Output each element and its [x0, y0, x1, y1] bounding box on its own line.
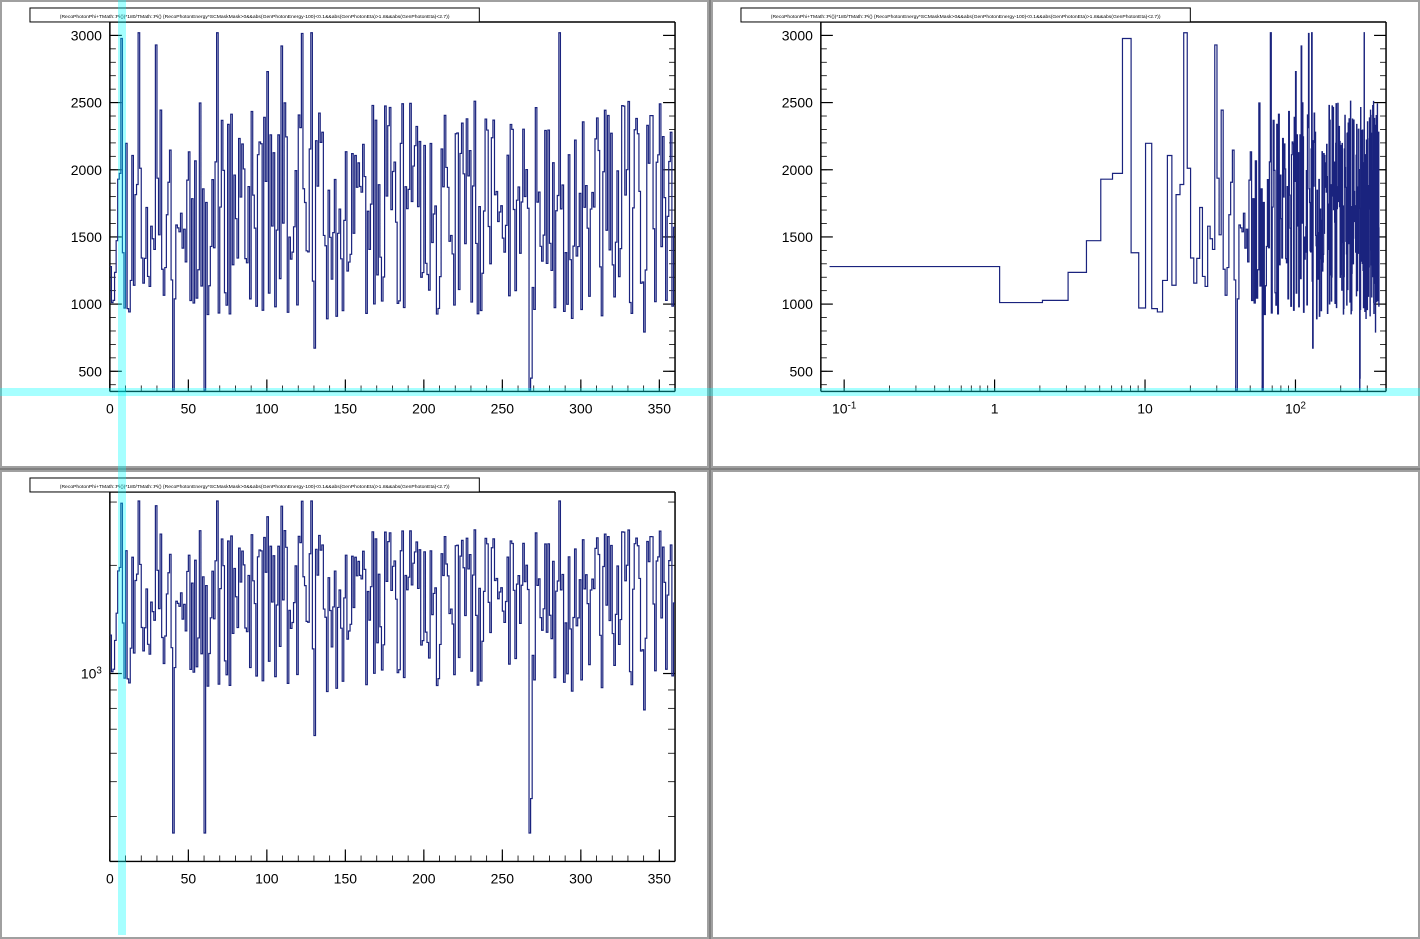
- svg-text:150: 150: [334, 871, 358, 887]
- svg-text:10-1: 10-1: [832, 400, 856, 417]
- plot-bottom-left: 0 50 100 150 200 250 300 350 103 (RecoPhotonPhi+T…: [2, 472, 707, 936]
- panel-bottom-right: [711, 470, 1420, 938]
- root-canvas: 0501001502002503003505001000150020002500…: [0, 0, 1420, 935]
- panel-top-right[interactable]: 10-1 1 10 102 500 1000 1500 2000 2500 3000 (RecoPh…: [711, 0, 1420, 468]
- svg-text:1000: 1000: [71, 296, 102, 312]
- svg-text:200: 200: [412, 400, 436, 416]
- svg-text:500: 500: [790, 363, 814, 379]
- svg-text:(RecoPhotonPhi+TMath::Pi())*18: (RecoPhotonPhi+TMath::Pi())*180/TMath::P…: [60, 14, 450, 20]
- svg-text:1: 1: [991, 400, 999, 416]
- svg-text:2000: 2000: [782, 162, 813, 178]
- svg-text:10: 10: [1137, 400, 1153, 416]
- svg-text:0: 0: [106, 871, 114, 887]
- svg-text:(RecoPhotonPhi+TMath::Pi())*18: (RecoPhotonPhi+TMath::Pi())*180/TMath::P…: [60, 484, 450, 490]
- svg-text:3000: 3000: [782, 27, 813, 43]
- svg-text:102: 102: [1285, 400, 1306, 417]
- svg-text:500: 500: [79, 363, 103, 379]
- panel-bottom-left[interactable]: 0 50 100 150 200 250 300 350 103 (RecoPhotonPhi+T…: [0, 470, 709, 938]
- plot-top-left: 0 50 100 150 200 250 300 350 500 1000 1500 2000 2500…: [2, 2, 707, 466]
- plot-top-right: 10-1 1 10 102 500 1000 1500 2000 2500 3000 (RecoPh…: [713, 2, 1418, 466]
- svg-text:3000: 3000: [71, 27, 102, 43]
- svg-text:1500: 1500: [71, 229, 102, 245]
- svg-text:103: 103: [81, 665, 102, 681]
- svg-text:2000: 2000: [71, 162, 102, 178]
- svg-text:250: 250: [491, 871, 515, 887]
- svg-text:350: 350: [648, 400, 672, 416]
- svg-text:50: 50: [181, 871, 197, 887]
- svg-text:2500: 2500: [71, 95, 102, 111]
- svg-text:100: 100: [255, 400, 279, 416]
- svg-text:300: 300: [569, 871, 593, 887]
- svg-text:2500: 2500: [782, 95, 813, 111]
- svg-text:250: 250: [491, 400, 515, 416]
- svg-text:350: 350: [648, 871, 672, 887]
- svg-text:200: 200: [412, 871, 436, 887]
- svg-text:(RecoPhotonPhi+TMath::Pi())*18: (RecoPhotonPhi+TMath::Pi())*180/TMath::P…: [771, 14, 1161, 20]
- svg-text:1500: 1500: [782, 229, 813, 245]
- svg-text:100: 100: [255, 871, 279, 887]
- svg-text:50: 50: [181, 400, 197, 416]
- svg-text:150: 150: [334, 400, 358, 416]
- svg-text:0: 0: [106, 400, 114, 416]
- svg-text:1000: 1000: [782, 296, 813, 312]
- svg-text:300: 300: [569, 400, 593, 416]
- panel-top-left[interactable]: 0 50 100 150 200 250 300 350 500 1000 1500 2000 2500…: [0, 0, 709, 468]
